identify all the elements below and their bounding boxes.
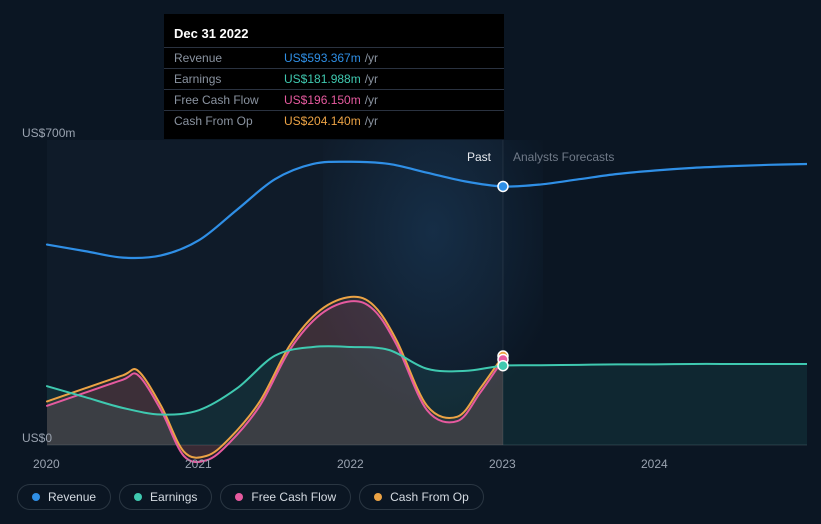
legend-label: Cash From Op (390, 490, 469, 504)
y-axis-min-label: US$0 (22, 431, 52, 445)
tooltip-row-label: Cash From Op (174, 114, 284, 128)
tooltip-row: RevenueUS$593.367m/yr (164, 47, 504, 68)
x-axis-label: 2023 (489, 457, 516, 471)
tooltip-row-unit: /yr (365, 93, 378, 107)
tooltip-row: EarningsUS$181.988m/yr (164, 68, 504, 89)
legend-dot (134, 493, 142, 501)
legend-label: Earnings (150, 490, 197, 504)
tooltip-row-value: US$196.150m (284, 93, 361, 107)
x-axis-label: 2021 (185, 457, 212, 471)
x-axis-label: 2022 (337, 457, 364, 471)
tooltip-row-unit: /yr (365, 114, 378, 128)
tooltip-row-unit: /yr (365, 51, 378, 65)
tooltip-row-label: Free Cash Flow (174, 93, 284, 107)
tooltip-row: Free Cash FlowUS$196.150m/yr (164, 89, 504, 110)
financials-chart[interactable] (17, 120, 807, 500)
tooltip-row-unit: /yr (365, 72, 378, 86)
chart-tooltip: Dec 31 2022 RevenueUS$593.367m/yrEarning… (164, 14, 504, 139)
legend-item-free-cash-flow[interactable]: Free Cash Flow (220, 484, 351, 510)
chart-svg (17, 120, 807, 500)
x-axis-label: 2020 (33, 457, 60, 471)
legend-item-cash-from-op[interactable]: Cash From Op (359, 484, 484, 510)
legend-dot (235, 493, 243, 501)
legend-label: Revenue (48, 490, 96, 504)
y-axis-max-label: US$700m (22, 126, 75, 140)
legend-dot (374, 493, 382, 501)
tooltip-date: Dec 31 2022 (164, 22, 504, 47)
legend-dot (32, 493, 40, 501)
chart-legend: Revenue Earnings Free Cash Flow Cash From O… (17, 484, 484, 510)
tooltip-row-label: Earnings (174, 72, 284, 86)
tooltip-row-value: US$204.140m (284, 114, 361, 128)
tooltip-row-value: US$181.988m (284, 72, 361, 86)
legend-label: Free Cash Flow (251, 490, 336, 504)
tooltip-row-label: Revenue (174, 51, 284, 65)
legend-item-revenue[interactable]: Revenue (17, 484, 111, 510)
forecast-label: Analysts Forecasts (513, 150, 614, 164)
legend-item-earnings[interactable]: Earnings (119, 484, 212, 510)
x-axis-label: 2024 (641, 457, 668, 471)
tooltip-row: Cash From OpUS$204.140m/yr (164, 110, 504, 131)
past-label: Past (467, 150, 491, 164)
tooltip-row-value: US$593.367m (284, 51, 361, 65)
